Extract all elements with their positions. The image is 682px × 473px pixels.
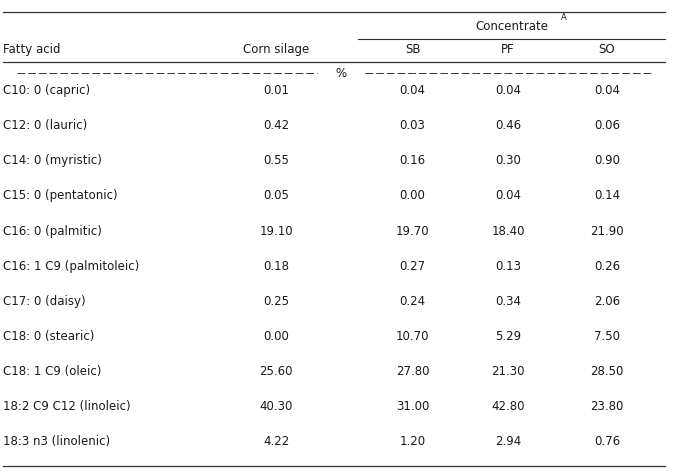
Text: 0.42: 0.42 — [263, 119, 289, 132]
Text: SB: SB — [405, 43, 420, 56]
Text: C12: 0 (lauric): C12: 0 (lauric) — [3, 119, 88, 132]
Text: Concentrate: Concentrate — [475, 19, 548, 33]
Text: 21.90: 21.90 — [590, 225, 624, 237]
Text: 4.22: 4.22 — [263, 435, 289, 448]
Text: 0.16: 0.16 — [400, 154, 426, 167]
Text: 2.94: 2.94 — [495, 435, 521, 448]
Text: C16: 1 C9 (palmitoleic): C16: 1 C9 (palmitoleic) — [3, 260, 140, 272]
Text: C14: 0 (myristic): C14: 0 (myristic) — [3, 154, 102, 167]
Text: A: A — [561, 13, 566, 22]
Text: Fatty acid: Fatty acid — [3, 43, 61, 56]
Text: 18.40: 18.40 — [491, 225, 525, 237]
Text: 19.70: 19.70 — [396, 225, 430, 237]
Text: C10: 0 (capric): C10: 0 (capric) — [3, 84, 91, 97]
Text: SO: SO — [599, 43, 615, 56]
Text: PF: PF — [501, 43, 515, 56]
Text: 0.04: 0.04 — [594, 84, 620, 97]
Text: 19.10: 19.10 — [259, 225, 293, 237]
Text: 0.06: 0.06 — [594, 119, 620, 132]
Text: 18:3 n3 (linolenic): 18:3 n3 (linolenic) — [3, 435, 110, 448]
Text: 0.76: 0.76 — [594, 435, 620, 448]
Text: 0.04: 0.04 — [400, 84, 426, 97]
Text: C18: 0 (stearic): C18: 0 (stearic) — [3, 330, 95, 343]
Text: 42.80: 42.80 — [491, 400, 525, 413]
Text: 0.25: 0.25 — [263, 295, 289, 307]
Text: 2.06: 2.06 — [594, 295, 620, 307]
Text: 0.34: 0.34 — [495, 295, 521, 307]
Text: 21.30: 21.30 — [491, 365, 525, 378]
Text: C17: 0 (daisy): C17: 0 (daisy) — [3, 295, 86, 307]
Text: C18: 1 C9 (oleic): C18: 1 C9 (oleic) — [3, 365, 102, 378]
Text: 18:2 C9 C12 (linoleic): 18:2 C9 C12 (linoleic) — [3, 400, 131, 413]
Text: %: % — [336, 67, 346, 80]
Text: 0.90: 0.90 — [594, 154, 620, 167]
Text: 5.29: 5.29 — [495, 330, 521, 343]
Text: Corn silage: Corn silage — [243, 43, 310, 56]
Text: 10.70: 10.70 — [396, 330, 430, 343]
Text: 0.55: 0.55 — [263, 154, 289, 167]
Text: 25.60: 25.60 — [259, 365, 293, 378]
Text: 0.24: 0.24 — [400, 295, 426, 307]
Text: 0.30: 0.30 — [495, 154, 521, 167]
Text: 0.00: 0.00 — [400, 190, 426, 202]
Text: 0.05: 0.05 — [263, 190, 289, 202]
Text: 0.18: 0.18 — [263, 260, 289, 272]
Text: 0.01: 0.01 — [263, 84, 289, 97]
Text: 7.50: 7.50 — [594, 330, 620, 343]
Text: 0.26: 0.26 — [594, 260, 620, 272]
Text: 27.80: 27.80 — [396, 365, 430, 378]
Text: 0.14: 0.14 — [594, 190, 620, 202]
Text: 40.30: 40.30 — [260, 400, 293, 413]
Text: 0.27: 0.27 — [400, 260, 426, 272]
Text: C16: 0 (palmitic): C16: 0 (palmitic) — [3, 225, 102, 237]
Text: 1.20: 1.20 — [400, 435, 426, 448]
Text: 0.00: 0.00 — [263, 330, 289, 343]
Text: 0.04: 0.04 — [495, 84, 521, 97]
Text: 31.00: 31.00 — [396, 400, 429, 413]
Text: C15: 0 (pentatonic): C15: 0 (pentatonic) — [3, 190, 118, 202]
Text: 28.50: 28.50 — [591, 365, 623, 378]
Text: 0.13: 0.13 — [495, 260, 521, 272]
Text: 0.46: 0.46 — [495, 119, 521, 132]
Text: 0.04: 0.04 — [495, 190, 521, 202]
Text: 0.03: 0.03 — [400, 119, 426, 132]
Text: 23.80: 23.80 — [591, 400, 623, 413]
